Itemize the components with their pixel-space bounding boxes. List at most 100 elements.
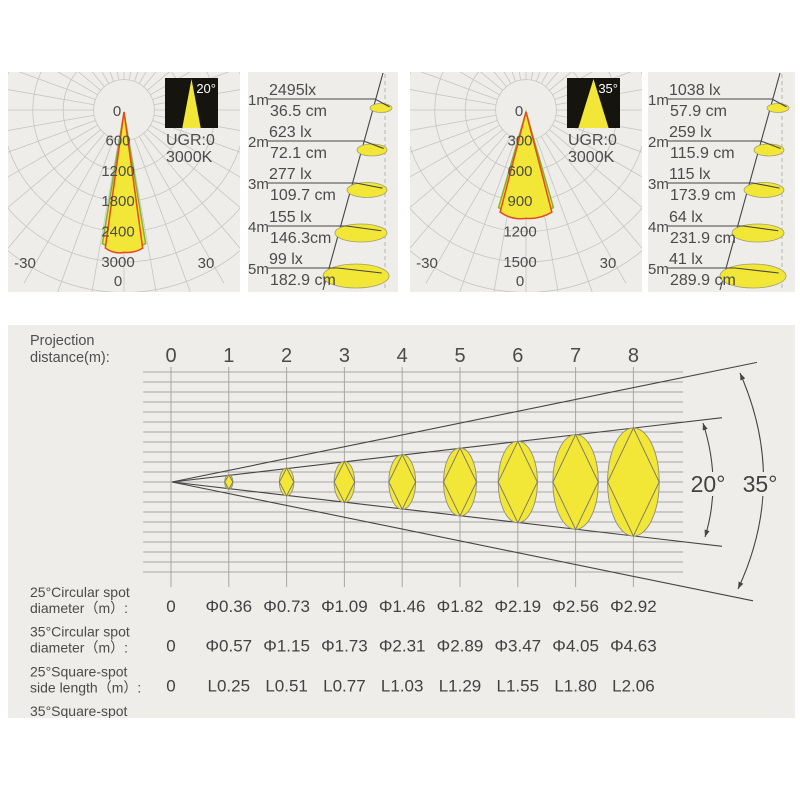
projection-spot-diamond [333,460,356,504]
spot-table-value: Φ0.36 [205,597,252,616]
spot-table-value: 0 [166,676,175,695]
spot-ellipse [356,143,388,157]
arrowhead [738,581,744,589]
spot-table-label-line1: 35°Square-spot [30,703,128,718]
distance-label: 4m [248,219,269,236]
polar-grid-spoke [91,72,105,87]
lux-value: 155 lx [269,209,312,226]
spot-table-value: Φ2.56 [552,597,599,616]
polar-bottom-angle-label: 0 [516,273,524,290]
spot-ellipse [346,182,388,198]
ugr-label: UGR:0 [166,132,215,149]
polar-grid-spoke [143,133,240,249]
projection-spot-diamond [497,440,538,524]
lux-distance-table-35deg: 1m 1038 lx 57.9 cm 2m 259 lx 115.9 cm 3m 115 lx… [648,72,795,292]
distance-label: 3m [648,176,669,193]
spot-table-value: Φ0.73 [263,597,310,616]
spot-table-label-line1: 25°Circular spot [30,584,130,600]
spot-table-value: 0 [166,597,175,616]
row-leader-line [268,140,384,150]
polar-scale-label: 900 [507,193,532,210]
projection-spot-ellipse [607,427,660,537]
spot-size-value: 182.9 cm [270,272,336,289]
distance-label: 5m [248,261,269,278]
polar-grid-spoke [134,138,191,292]
spot-size-value: 289.9 cm [670,272,736,289]
projection-spot-ellipse [443,447,477,517]
distance-label: 4m [648,219,669,236]
spot-table-value: L1.80 [554,676,597,695]
spot-size-value: 109.7 cm [270,187,336,204]
row-leader-line [268,98,390,108]
polar-grid-spoke [8,120,96,153]
polar-angle-left-label: -30 [416,255,438,272]
projection-spot-diamond [278,467,295,497]
beam-lobe-c0 [499,111,553,220]
polar-grid-spoke [549,129,642,208]
projection-title-line1: Projection [30,333,95,349]
spot-ellipse [731,223,785,243]
polar-grid-spoke [536,138,593,292]
lux-value: 64 lx [669,209,703,226]
projection-spot-diamond [607,426,660,538]
polar-grid-spoke [23,136,110,284]
polar-scale-label: 3000 [101,254,134,271]
spot-table-value: L0.77 [323,676,366,695]
row-leader-line [668,267,779,274]
distance-tick-label: 1 [223,345,234,367]
spot-table-value: Φ1.15 [263,637,310,656]
polar-grid-spoke [554,120,642,153]
lux-value: 259 lx [669,124,712,141]
distance-label: 2m [248,134,269,151]
polar-scale-label: 1200 [503,224,536,241]
spot-table-value: Φ2.89 [437,637,484,656]
spot-table-value: Φ1.73 [321,637,368,656]
beam-cone-triangle-icon [578,79,609,128]
projection-title: Projection distance(m): [30,333,110,367]
polar-grid-spoke [410,89,497,106]
lux-value: 623 lx [269,124,312,141]
lux-value: 277 lx [269,166,312,183]
lux-value: 99 lx [269,251,303,268]
distance-tick-label: 0 [165,345,176,367]
projection-spot-diamond [442,446,478,518]
ugr-label: UGR:0 [568,132,617,149]
polar-grid-spoke [8,114,95,131]
polar-grid-spoke [549,72,572,91]
distance-tick-label: 2 [281,345,292,367]
row-leader-line [668,182,780,189]
projection-spot-diamond [552,433,599,531]
spot-table-value: L2.06 [612,676,655,695]
polar-center-label: 0 [113,103,121,120]
polar-grid-spoke [459,72,500,96]
polar-grid-spoke [410,120,498,153]
polar-chart-35deg: 0 300 600 900 1200 1500 0 -30 30 35° UGR:0 3000K [410,72,642,292]
distance-label: 2m [648,134,669,151]
polar-scale-label: 300 [507,132,532,149]
polar-grid-spoke [18,72,96,100]
row-leader-line [268,267,382,274]
polar-grid-spoke [57,72,98,96]
polar-grid-spoke [493,72,507,87]
distance-tick-label: 7 [570,345,581,367]
polar-center-label: 0 [515,103,523,120]
projection-spot-ellipse [497,440,538,524]
row-leader-line [268,182,383,189]
polar-grid-spoke [410,133,507,249]
spot-table-label-line1: 35°Circular spot [30,624,130,640]
polar-grid-spoke [152,120,240,153]
polar-angle-left-label: -30 [14,255,36,272]
beam-lobe-c0 [104,111,144,254]
lux-value: 41 lx [669,251,703,268]
spot-table-value: Φ4.05 [552,637,599,656]
polar-grid-spoke [78,72,101,91]
polar-scale-label: 2400 [101,224,134,241]
spot-ellipse [743,182,785,198]
polar-grid-spoke [147,72,170,91]
polar-grid-spoke [480,72,503,91]
cone-line [171,481,754,602]
polar-grid-spoke [57,138,114,292]
polar-grid-spoke [138,136,225,284]
polar-angle-right-label: 30 [600,255,617,272]
